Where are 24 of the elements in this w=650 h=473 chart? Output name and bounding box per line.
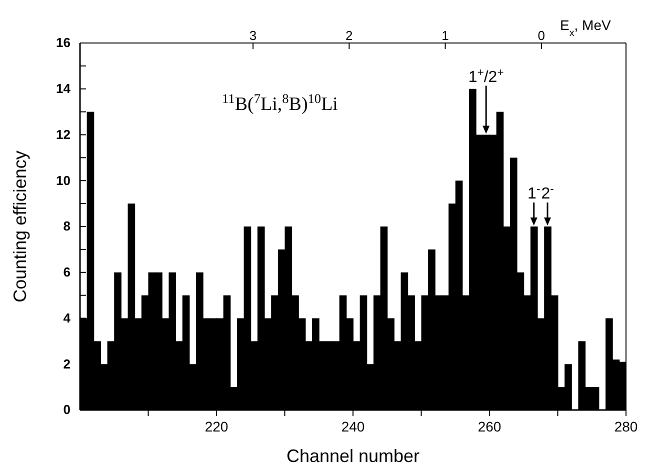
x2-axis-title: E$_{x}$, MeV bbox=[560, 17, 612, 38]
y-tick-label: 0 bbox=[63, 402, 70, 418]
x2-tick-label: 0 bbox=[538, 28, 546, 43]
x2-tick-label: 3 bbox=[249, 28, 257, 43]
annotation: 2$^{-}$ bbox=[541, 184, 554, 202]
y-tick-label: 16 bbox=[56, 35, 70, 50]
y-tick-label: 12 bbox=[56, 126, 70, 142]
x-tick-label: 220 bbox=[204, 418, 228, 435]
x-tick-label: 240 bbox=[341, 418, 365, 435]
y-axis-title: Counting efficiency bbox=[10, 150, 30, 302]
y-tick-label: 4 bbox=[63, 310, 72, 326]
y-tick-label: 2 bbox=[63, 356, 70, 372]
x-tick-label: 280 bbox=[614, 418, 638, 435]
x2-tick-label: 1 bbox=[442, 28, 449, 43]
x2-tick-label: 2 bbox=[346, 28, 353, 43]
y-tick-label: 10 bbox=[56, 172, 70, 188]
y-tick-label: 8 bbox=[63, 218, 70, 234]
x-tick-label: 260 bbox=[478, 418, 502, 435]
y-tick-label: 6 bbox=[63, 264, 70, 280]
annotation: 1$^{-}$ bbox=[528, 184, 540, 202]
y-tick-label: 14 bbox=[56, 81, 72, 96]
annotation: 1$^{+}$/2$^{+}$ bbox=[468, 66, 504, 86]
annotation: $^{11}$B($^{7}$Li,$^{8}$B)$^{10}$Li bbox=[222, 90, 338, 115]
x-axis-title: Channel number bbox=[286, 446, 420, 466]
